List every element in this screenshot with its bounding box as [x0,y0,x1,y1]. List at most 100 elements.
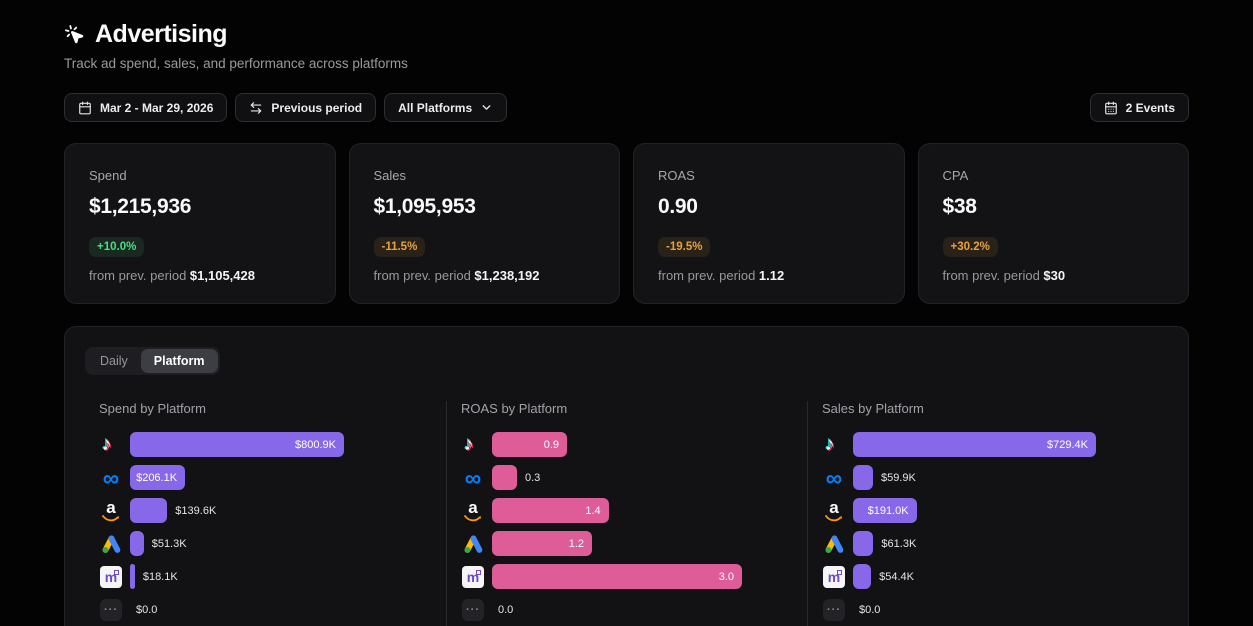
kpi-prev-period: from prev. period $1,238,192 [373,268,540,283]
bar-value-label: 0.9 [543,438,559,451]
platform-charts: Spend by Platform ♪ ♪ ♪ $800.9K ∞ $206.1K a $13… [85,401,1168,626]
ellipsis-icon: ··· [461,598,485,622]
arrows-swap-icon [249,101,263,115]
google-ads-icon [461,532,485,556]
platform-filter-value: All Platforms [398,100,473,115]
bar[interactable]: 0.9 [492,432,567,457]
kpi-card-roas: ROAS 0.90 -19.5% from prev. period 1.12 [633,143,905,304]
meta-icon: ∞ [464,464,482,491]
bar-row-google-ads: $51.3K [99,531,432,556]
view-tab-group: Daily Platform [85,347,220,375]
bar-value-label: $0.0 [136,603,158,616]
kpi-change-badge: +10.0% [89,237,145,257]
kpi-value: $38 [942,195,977,218]
tiktok-icon: ♪ ♪ ♪ [462,432,475,456]
bar[interactable]: $206.1K [130,465,186,490]
amazon-icon: a [822,498,846,523]
tab-platform[interactable]: Platform [140,349,218,373]
calendar-days-icon [1104,101,1118,115]
tiktok-icon: ♪ ♪ ♪ [100,432,113,456]
events-button[interactable]: 2 Events [1089,93,1189,122]
bar-value-label: $0.0 [859,603,881,616]
bar-row-tiktok: ♪ ♪ ♪ $800.9K [99,432,432,457]
date-range-button[interactable]: Mar 2 - Mar 29, 2026 [64,93,228,122]
bar-value-label: $51.3K [151,537,187,550]
bar-value-label: $59.9K [880,471,916,484]
bar-track: $800.9K [130,432,432,457]
bar[interactable] [853,564,872,589]
mouse-pointer-click-icon [64,24,85,45]
bar-value-label: 0.3 [525,471,541,484]
bar[interactable] [853,465,873,490]
kpi-card-spend: Spend $1,215,936 +10.0% from prev. perio… [64,143,336,304]
bar-value-label: 1.2 [568,537,584,550]
bar-value-label: 1.4 [585,504,601,517]
bar-track: 0.9 [492,432,793,457]
bar-row-other: ··· $0.0 [99,597,432,622]
tab-daily[interactable]: Daily [100,354,128,368]
bar-track: $729.4K [853,432,1154,457]
tiktok-icon: ♪ ♪ ♪ [823,432,836,456]
bar-row-tiktok: ♪ ♪ ♪ $729.4K [822,432,1154,457]
toolbar: Mar 2 - Mar 29, 2026 Previous period All… [64,93,1189,122]
calendar-icon [78,101,92,115]
chart-roas-by-platform: ROAS by Platform ♪ ♪ ♪ 0.9 ∞ 0.3 a 1.4 1.2 m 3.0 ··… [446,401,807,626]
bar[interactable] [853,531,874,556]
kpi-value: $1,095,953 [373,195,476,218]
date-range-value: Mar 2 - Mar 29, 2026 [100,100,214,115]
bar-value-label: 3.0 [718,570,734,583]
bar[interactable]: 1.2 [492,531,592,556]
bar[interactable]: 1.4 [492,498,609,523]
kpi-card-sales: Sales $1,095,953 -11.5% from prev. perio… [348,143,620,304]
bar[interactable] [130,564,135,589]
bar-value-label: $18.1K [142,570,178,583]
platform-filter-dropdown[interactable]: All Platforms [384,93,508,122]
bar-row-mntn: m $54.4K [822,564,1154,589]
kpi-label: ROAS [658,168,695,183]
bar-row-tiktok: ♪ ♪ ♪ 0.9 [461,432,793,457]
bar-row-other: ··· 0.0 [461,597,793,622]
chart-title: Sales by Platform [822,401,924,416]
page-title: Advertising [95,20,228,48]
bar[interactable] [130,498,168,523]
bar-track: 1.2 [492,531,793,556]
kpi-prev-period: from prev. period $1,105,428 [89,268,255,283]
kpi-change-badge: +30.2% [942,237,998,257]
bar-track: 1.4 [492,498,793,523]
chart-rows: ♪ ♪ ♪ $800.9K ∞ $206.1K a $139.6K $51.3K m $18.1K ·… [99,432,432,622]
google-ads-icon [99,532,123,556]
kpi-value: $1,215,936 [89,195,192,218]
bar-track: $0.0 [853,597,1154,622]
bar-row-meta: ∞ 0.3 [461,465,793,490]
events-label: 2 Events [1125,100,1175,115]
bar-value-label: $139.6K [175,504,217,517]
kpi-change-badge: -19.5% [658,237,711,257]
bar-row-meta: ∞ $206.1K [99,465,432,490]
bar-value-label: $61.3K [881,537,917,550]
bar-row-amazon: a $191.0K [822,498,1154,523]
bar-track: $0.0 [130,597,432,622]
bar-value-label: $729.4K [1047,438,1088,451]
meta-icon: ∞ [825,464,843,491]
bar-track: $191.0K [853,498,1154,523]
bar[interactable]: 3.0 [492,564,742,589]
page-header: Advertising [64,20,1189,49]
kpi-change-badge: -11.5% [373,237,426,257]
bar-track: $61.3K [853,531,1154,556]
bar[interactable]: $729.4K [853,432,1096,457]
bar[interactable] [492,465,517,490]
bar[interactable]: $191.0K [853,498,917,523]
chart-title: Spend by Platform [99,401,206,416]
bar-row-amazon: a $139.6K [99,498,432,523]
kpi-label: Sales [373,168,407,183]
previous-period-button[interactable]: Previous period [235,93,377,122]
bar-row-mntn: m 3.0 [461,564,793,589]
bar-row-other: ··· $0.0 [822,597,1154,622]
kpi-label: CPA [942,168,969,183]
meta-icon: ∞ [102,464,120,491]
bar-value-label: $206.1K [136,471,178,484]
bar[interactable]: $800.9K [130,432,344,457]
bar-track: $59.9K [853,465,1154,490]
bar[interactable] [130,531,144,556]
